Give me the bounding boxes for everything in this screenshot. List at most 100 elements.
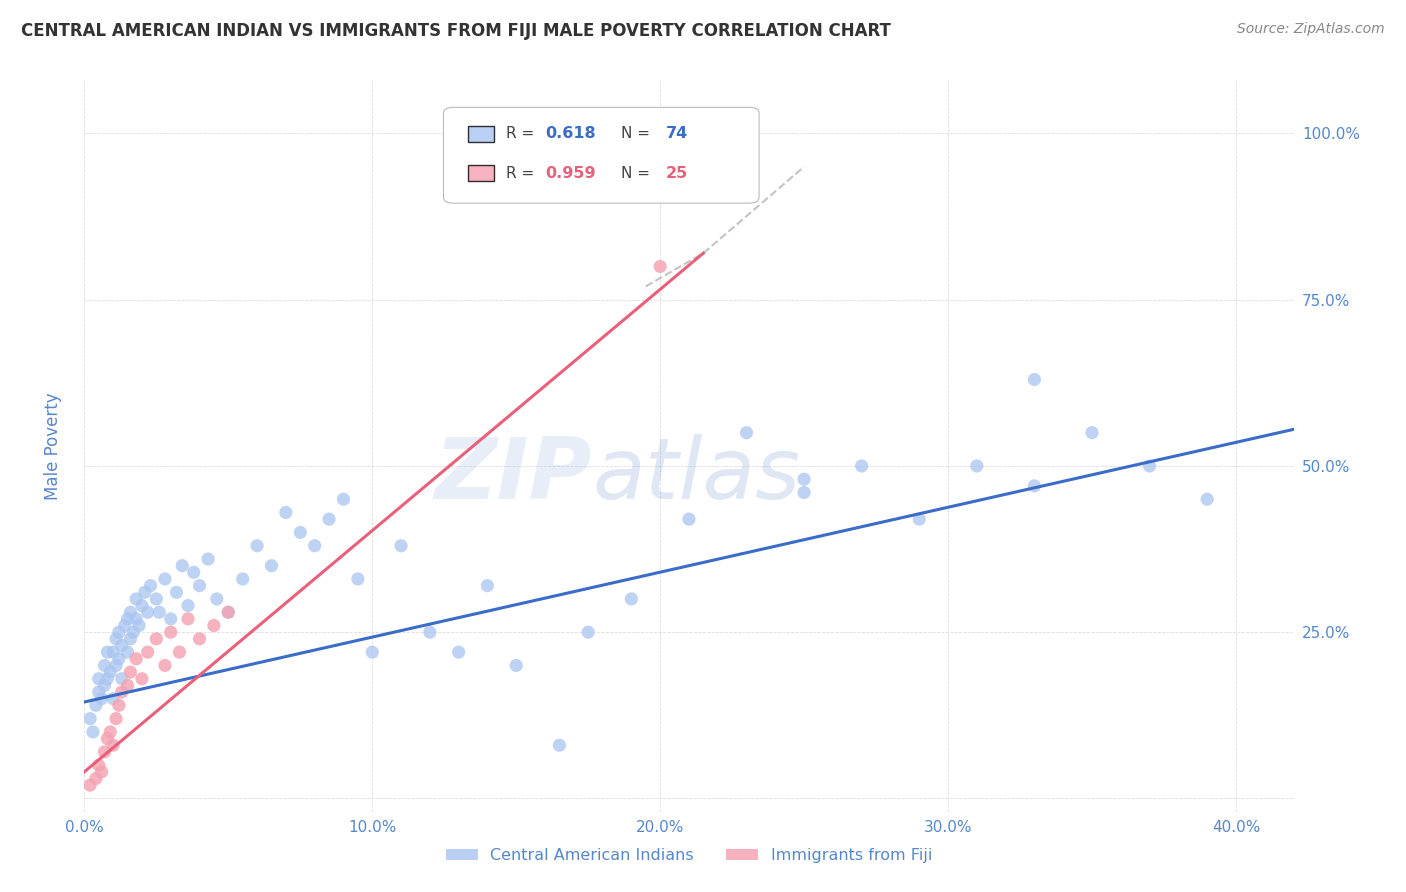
Point [318,512,340,526]
Point [82,725,104,739]
Point [87,672,110,686]
Point [131,672,153,686]
Point [125,612,148,626]
Point [217,605,239,619]
Point [148,605,170,619]
Text: atlas: atlas [592,434,800,516]
Legend: Central American Indians, Immigrants from Fiji: Central American Indians, Immigrants fro… [439,842,939,870]
Point [1024,479,1046,493]
FancyBboxPatch shape [468,126,495,142]
Point [125,652,148,666]
Point [93,745,115,759]
Point [111,639,134,653]
Text: 0.959: 0.959 [546,166,596,181]
Point [166,585,188,599]
Point [101,738,124,752]
Point [650,260,672,274]
Point [793,472,815,486]
Point [120,665,142,679]
Point [101,691,124,706]
Point [217,605,239,619]
Point [108,652,131,666]
Point [111,672,134,686]
Point [678,512,700,526]
Point [290,525,312,540]
Point [111,685,134,699]
Point [202,618,225,632]
Text: R =: R = [506,126,540,141]
Point [84,698,107,713]
Point [620,591,643,606]
Point [128,618,150,632]
Point [105,712,128,726]
Point [93,658,115,673]
Point [117,645,139,659]
Point [101,645,124,659]
Point [98,725,121,739]
Point [183,566,205,580]
Point [79,778,101,792]
Point [108,698,131,713]
FancyBboxPatch shape [443,107,759,203]
Point [232,572,254,586]
Point [79,712,101,726]
Point [145,632,167,646]
Point [332,492,354,507]
Point [153,658,176,673]
Point [505,658,527,673]
Point [108,625,131,640]
Point [125,591,148,606]
Point [159,625,181,640]
Point [172,558,194,573]
Point [114,618,136,632]
Text: 25: 25 [666,166,688,181]
Text: CENTRAL AMERICAN INDIAN VS IMMIGRANTS FROM FIJI MALE POVERTY CORRELATION CHART: CENTRAL AMERICAN INDIAN VS IMMIGRANTS FR… [21,22,891,40]
Point [1139,458,1161,473]
Point [177,599,200,613]
Point [159,612,181,626]
Point [105,658,128,673]
Text: N =: N = [621,166,655,181]
Point [735,425,758,440]
Point [96,731,118,746]
Point [117,678,139,692]
Point [139,579,162,593]
Point [153,572,176,586]
Point [274,506,297,520]
Point [576,625,599,640]
Point [87,758,110,772]
Point [793,485,815,500]
Point [134,585,156,599]
Point [188,579,211,593]
Point [122,625,145,640]
Point [908,512,931,526]
Point [93,678,115,692]
Point [966,458,988,473]
Point [188,632,211,646]
Point [90,764,112,779]
Point [1197,492,1219,507]
Point [98,665,121,679]
Point [1024,372,1046,386]
Point [419,625,441,640]
Point [120,632,142,646]
Y-axis label: Male Poverty: Male Poverty [44,392,62,500]
Point [96,672,118,686]
Point [548,738,571,752]
Point [851,458,873,473]
Point [90,691,112,706]
FancyBboxPatch shape [468,165,495,181]
Text: N =: N = [621,126,655,141]
Point [96,645,118,659]
Point [1081,425,1104,440]
Text: 0.618: 0.618 [546,126,596,141]
Point [260,558,283,573]
Text: 74: 74 [666,126,688,141]
Point [205,591,228,606]
Point [169,645,191,659]
Text: R =: R = [506,166,540,181]
Point [117,612,139,626]
Point [347,572,370,586]
Point [246,539,269,553]
Text: ZIP: ZIP [434,434,592,516]
